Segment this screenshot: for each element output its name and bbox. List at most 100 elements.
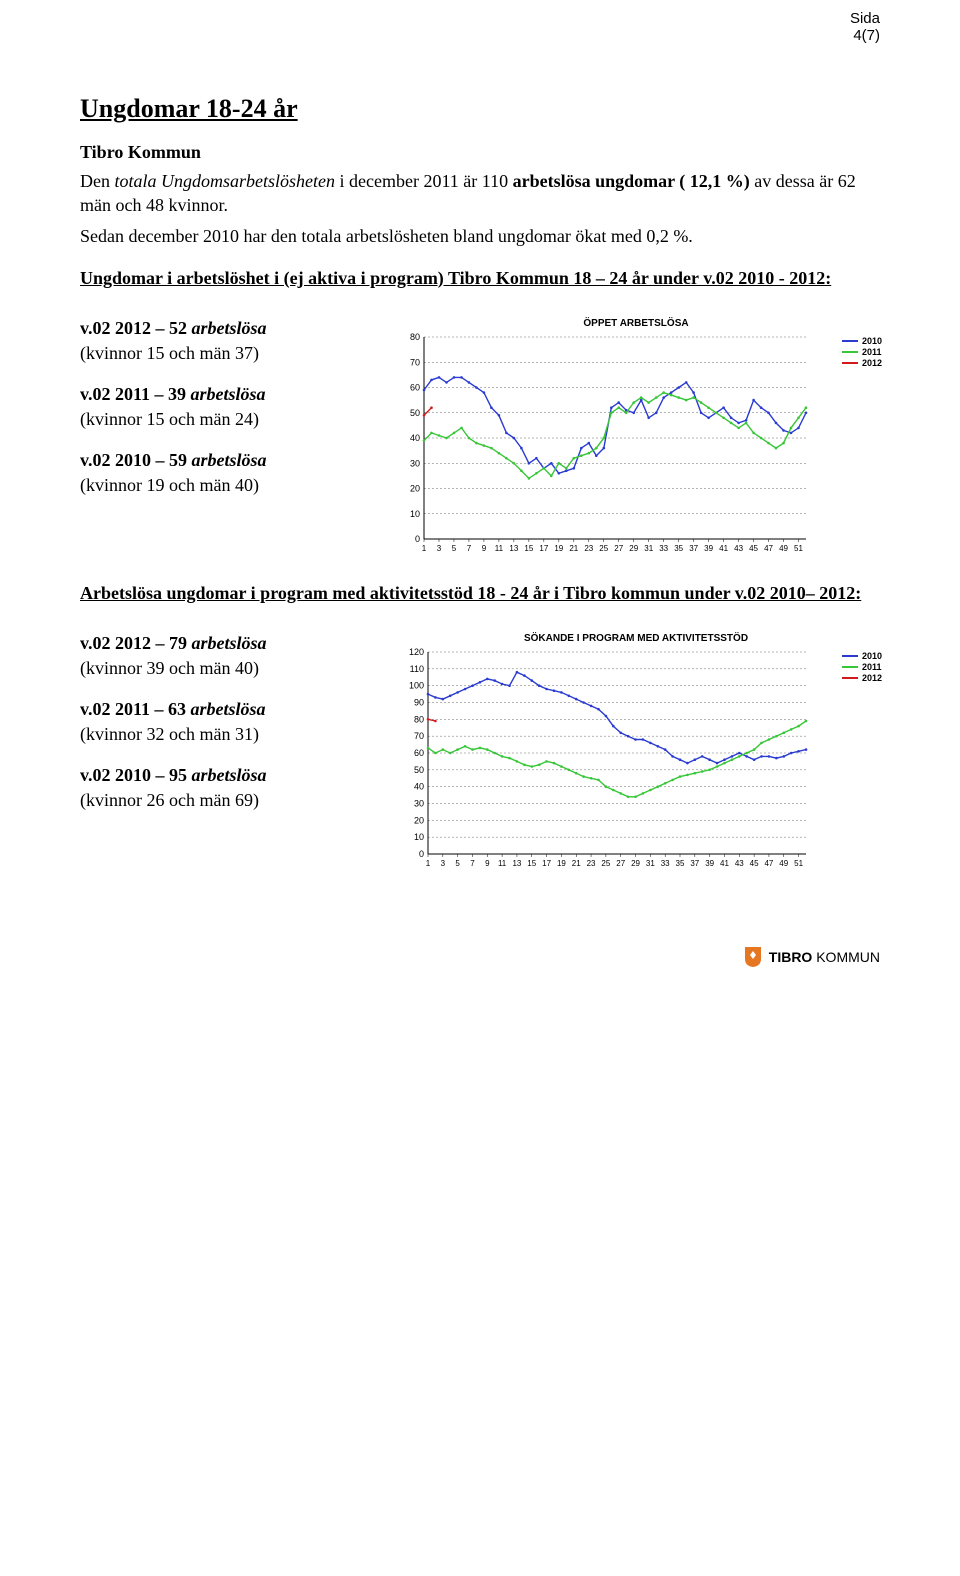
page-header: Sida 4(7) [80, 10, 880, 44]
stat-block: v.02 2011 – 39 arbetslösa (kvinnor 15 oc… [80, 384, 380, 430]
svg-text:43: 43 [734, 544, 743, 553]
chart-2-svg: 0102030405060708090100110120135791113151… [396, 646, 816, 876]
row-2: v.02 2012 – 79 arbetslösa (kvinnor 39 oc… [80, 633, 880, 876]
svg-text:20: 20 [414, 816, 424, 826]
svg-text:0: 0 [419, 849, 424, 859]
svg-text:31: 31 [646, 859, 655, 868]
chart-2: SÖKANDE I PROGRAM MED AKTIVITETSSTÖD 0 10… [396, 633, 876, 876]
brand-bold: TIBRO [769, 949, 813, 965]
stat-label-em: arbetslösa [192, 450, 267, 470]
row-1: v.02 2012 – 52 arbetslösa (kvinnor 15 oc… [80, 318, 880, 561]
paragraph-2: Sedan december 2010 har den totala arbet… [80, 224, 880, 248]
stat-detail: (kvinnor 26 och män 69) [80, 790, 380, 811]
svg-text:7: 7 [467, 544, 472, 553]
legend-item: 2012 [842, 673, 882, 683]
heading-2: Arbetslösa ungdomar i program med aktivi… [80, 581, 880, 605]
legend-item: 2011 [842, 347, 882, 357]
heading-1: Ungdomar i arbetslöshet i (ej aktiva i p… [80, 266, 880, 290]
section-title: Ungdomar 18-24 år [80, 94, 880, 124]
svg-text:0: 0 [415, 534, 420, 544]
legend-label: 2010 [862, 651, 882, 661]
svg-text:37: 37 [690, 859, 699, 868]
svg-text:50: 50 [410, 408, 420, 418]
stat-label-em: arbetslösa [192, 633, 267, 653]
svg-text:33: 33 [659, 544, 668, 553]
svg-text:21: 21 [569, 544, 578, 553]
svg-text:41: 41 [720, 859, 729, 868]
chart-1: ÖPPET ARBETSLÖSA 01020304050607080135791… [396, 318, 876, 561]
svg-text:19: 19 [554, 544, 563, 553]
svg-text:49: 49 [779, 859, 788, 868]
stat-detail: (kvinnor 15 och män 24) [80, 409, 380, 430]
text-italic: totala Ungdomsarbetslösheten [115, 171, 336, 191]
svg-text:37: 37 [689, 544, 698, 553]
svg-text:17: 17 [539, 544, 548, 553]
footer-brand: TIBRO KOMMUN [769, 949, 880, 965]
svg-text:21: 21 [572, 859, 581, 868]
svg-text:80: 80 [410, 332, 420, 342]
svg-text:40: 40 [410, 433, 420, 443]
stat-label: v.02 2012 – 52 [80, 318, 192, 338]
svg-text:45: 45 [749, 544, 758, 553]
svg-text:29: 29 [629, 544, 638, 553]
stat-block: v.02 2010 – 59 arbetslösa (kvinnor 19 oc… [80, 450, 380, 496]
svg-text:7: 7 [470, 859, 475, 868]
stat-detail: (kvinnor 32 och män 31) [80, 724, 380, 745]
svg-text:45: 45 [750, 859, 759, 868]
svg-text:110: 110 [410, 664, 424, 674]
chart-1-svg: 0102030405060708013579111315171921232527… [396, 331, 816, 561]
stat-block: v.02 2011 – 63 arbetslösa (kvinnor 32 oc… [80, 699, 380, 745]
stat-label-em: arbetslösa [191, 384, 266, 404]
section-subtitle: Tibro Kommun [80, 142, 880, 163]
chart-col-2: SÖKANDE I PROGRAM MED AKTIVITETSSTÖD 0 10… [396, 633, 880, 876]
svg-text:23: 23 [587, 859, 596, 868]
chart-2-legend: 201020112012 [842, 651, 882, 684]
svg-text:20: 20 [410, 484, 420, 494]
chart-1-title: ÖPPET ARBETSLÖSA [396, 318, 876, 329]
stat-block: v.02 2010 – 95 arbetslösa (kvinnor 26 oc… [80, 765, 380, 811]
stat-detail: (kvinnor 39 och män 40) [80, 658, 380, 679]
svg-text:10: 10 [414, 833, 424, 843]
svg-text:29: 29 [631, 859, 640, 868]
legend-item: 2010 [842, 651, 882, 661]
svg-text:40: 40 [414, 782, 424, 792]
legend-label: 2012 [862, 358, 882, 368]
svg-text:70: 70 [414, 732, 424, 742]
svg-text:5: 5 [452, 544, 457, 553]
chart-2-title: SÖKANDE I PROGRAM MED AKTIVITETSSTÖD [396, 633, 876, 644]
svg-text:19: 19 [557, 859, 566, 868]
svg-text:60: 60 [410, 383, 420, 393]
text: Den [80, 171, 115, 191]
legend-item: 2012 [842, 358, 882, 368]
svg-text:1: 1 [426, 859, 431, 868]
footer-logo: TIBRO KOMMUN [80, 946, 880, 968]
svg-text:11: 11 [498, 859, 507, 868]
svg-text:27: 27 [614, 544, 623, 553]
svg-text:10: 10 [410, 509, 420, 519]
legend-swatch [842, 351, 858, 353]
svg-text:80: 80 [414, 715, 424, 725]
svg-text:30: 30 [410, 458, 420, 468]
page-number: 4(7) [80, 27, 880, 44]
svg-text:1: 1 [422, 544, 427, 553]
stats-col-1: v.02 2012 – 52 arbetslösa (kvinnor 15 oc… [80, 318, 380, 516]
svg-text:43: 43 [735, 859, 744, 868]
svg-text:13: 13 [512, 859, 521, 868]
shield-icon [743, 946, 763, 968]
svg-text:17: 17 [542, 859, 551, 868]
chart-col-1: ÖPPET ARBETSLÖSA 01020304050607080135791… [396, 318, 880, 561]
svg-text:9: 9 [485, 859, 490, 868]
svg-text:60: 60 [414, 748, 424, 758]
svg-text:23: 23 [584, 544, 593, 553]
stat-label: v.02 2011 – 63 [80, 699, 191, 719]
text: i december 2011 är 110 [335, 171, 513, 191]
svg-text:9: 9 [482, 544, 487, 553]
text-bold: arbetslösa ungdomar ( 12,1 %) [513, 171, 750, 191]
svg-text:50: 50 [414, 765, 424, 775]
stat-label-em: arbetslösa [191, 699, 266, 719]
svg-text:15: 15 [527, 859, 536, 868]
stat-detail: (kvinnor 19 och män 40) [80, 475, 380, 496]
svg-text:41: 41 [719, 544, 728, 553]
svg-text:13: 13 [509, 544, 518, 553]
legend-label: 2011 [862, 662, 882, 672]
